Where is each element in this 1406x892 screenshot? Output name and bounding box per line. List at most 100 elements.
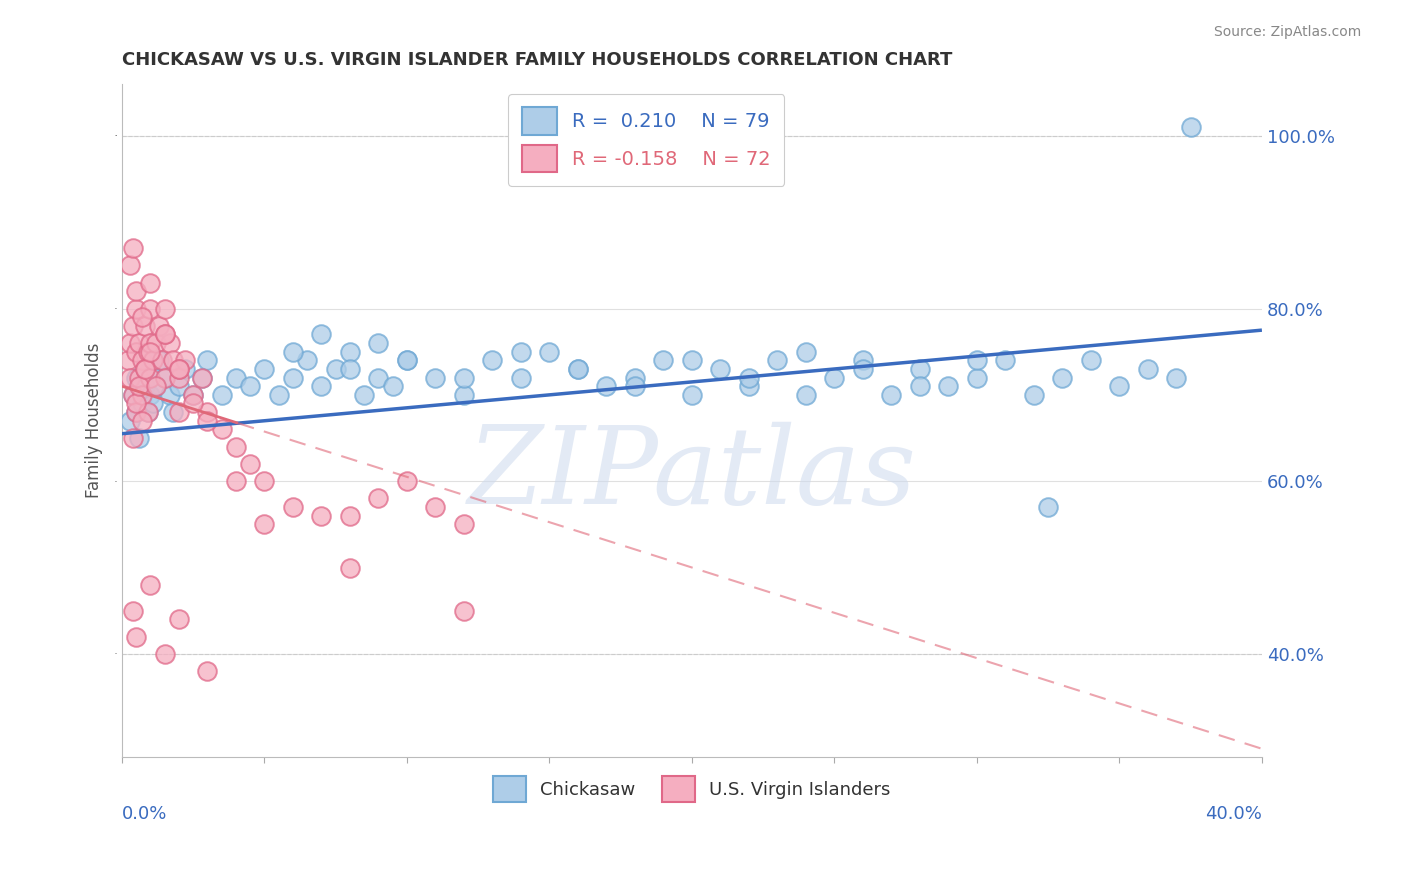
Point xyxy=(509,370,531,384)
Point xyxy=(1166,370,1188,384)
Point xyxy=(766,353,789,368)
Point xyxy=(139,370,162,384)
Text: 40.0%: 40.0% xyxy=(1205,805,1263,822)
Point xyxy=(167,612,190,626)
Point xyxy=(153,327,176,342)
Point xyxy=(311,379,333,393)
Point xyxy=(122,241,145,255)
Point xyxy=(197,414,219,428)
Point xyxy=(139,301,162,316)
Point xyxy=(253,474,276,488)
Point xyxy=(453,370,475,384)
Point xyxy=(128,431,150,445)
Point xyxy=(339,344,361,359)
Point xyxy=(1080,353,1102,368)
Point xyxy=(197,664,219,678)
Point xyxy=(823,370,845,384)
Point xyxy=(122,431,145,445)
Point xyxy=(738,379,761,393)
Point xyxy=(225,440,247,454)
Point xyxy=(197,405,219,419)
Point xyxy=(239,379,262,393)
Point xyxy=(125,405,148,419)
Point xyxy=(311,508,333,523)
Point xyxy=(128,370,150,384)
Point xyxy=(136,405,159,419)
Point xyxy=(624,370,647,384)
Point xyxy=(139,344,162,359)
Point xyxy=(181,388,204,402)
Point xyxy=(1180,120,1202,135)
Point xyxy=(167,362,190,376)
Point xyxy=(211,422,233,436)
Point xyxy=(311,327,333,342)
Legend: Chickasaw, U.S. Virgin Islanders: Chickasaw, U.S. Virgin Islanders xyxy=(486,769,898,809)
Point xyxy=(167,370,190,384)
Point xyxy=(453,388,475,402)
Point xyxy=(281,344,304,359)
Point xyxy=(253,517,276,532)
Point xyxy=(128,379,150,393)
Point xyxy=(181,396,204,410)
Point xyxy=(122,318,145,333)
Point xyxy=(197,353,219,368)
Point xyxy=(624,379,647,393)
Point xyxy=(131,396,153,410)
Point xyxy=(142,396,165,410)
Point xyxy=(131,414,153,428)
Point xyxy=(131,310,153,325)
Point xyxy=(852,362,875,376)
Point xyxy=(538,344,561,359)
Point xyxy=(125,344,148,359)
Point xyxy=(367,370,389,384)
Point xyxy=(395,353,418,368)
Point xyxy=(225,474,247,488)
Point xyxy=(738,370,761,384)
Point xyxy=(125,370,148,384)
Point xyxy=(139,388,162,402)
Point xyxy=(142,353,165,368)
Point xyxy=(353,388,375,402)
Point xyxy=(139,578,162,592)
Point xyxy=(681,388,703,402)
Point xyxy=(908,362,931,376)
Point xyxy=(339,508,361,523)
Text: ZIPatlas: ZIPatlas xyxy=(467,422,917,527)
Y-axis label: Family Households: Family Households xyxy=(86,343,103,499)
Point xyxy=(181,388,204,402)
Point xyxy=(162,353,184,368)
Point xyxy=(509,344,531,359)
Point xyxy=(153,647,176,661)
Point xyxy=(1052,370,1074,384)
Point xyxy=(567,362,589,376)
Point xyxy=(139,276,162,290)
Text: CHICKASAW VS U.S. VIRGIN ISLANDER FAMILY HOUSEHOLDS CORRELATION CHART: CHICKASAW VS U.S. VIRGIN ISLANDER FAMILY… xyxy=(122,51,952,69)
Point xyxy=(122,388,145,402)
Point xyxy=(453,517,475,532)
Point xyxy=(794,344,817,359)
Point xyxy=(125,630,148,644)
Point xyxy=(153,301,176,316)
Point xyxy=(120,336,142,351)
Point xyxy=(139,362,162,376)
Point xyxy=(122,604,145,618)
Point xyxy=(167,379,190,393)
Point xyxy=(145,336,167,351)
Point xyxy=(190,370,212,384)
Point xyxy=(134,318,156,333)
Point xyxy=(136,344,159,359)
Point xyxy=(880,388,903,402)
Point xyxy=(567,362,589,376)
Point xyxy=(1136,362,1159,376)
Point xyxy=(281,500,304,514)
Point xyxy=(148,353,170,368)
Point xyxy=(173,362,195,376)
Point xyxy=(139,336,162,351)
Point xyxy=(1036,500,1059,514)
Text: 0.0%: 0.0% xyxy=(122,805,167,822)
Point xyxy=(425,500,447,514)
Point xyxy=(367,491,389,506)
Point xyxy=(281,370,304,384)
Point xyxy=(125,301,148,316)
Point xyxy=(190,370,212,384)
